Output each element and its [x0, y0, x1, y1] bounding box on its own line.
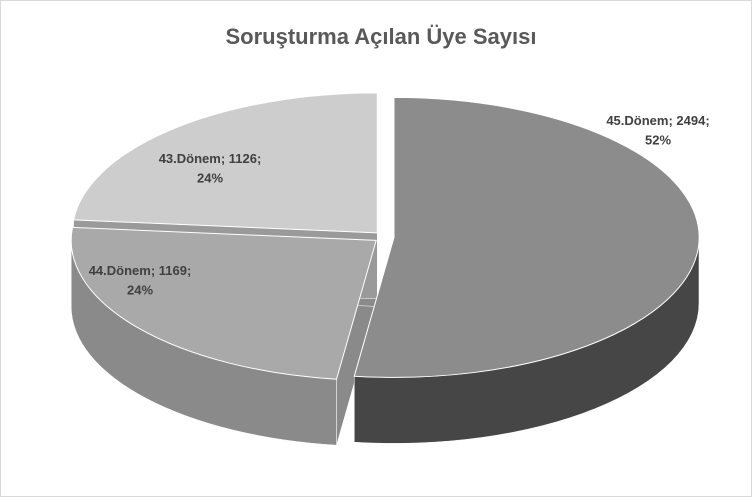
- slice: [72, 92, 378, 234]
- data-label: 45.Dönem; 2494;: [606, 113, 709, 128]
- data-label-value: ; 1169;: [151, 263, 191, 278]
- data-label: 43.Dönem; 1126;: [159, 151, 262, 166]
- data-label-category: 43.Dönem: [159, 151, 221, 166]
- data-label-percent: 52%: [645, 132, 671, 147]
- slice: [353, 96, 700, 378]
- data-label-percent: 24%: [197, 170, 223, 185]
- data-label-value: ; 2494;: [668, 113, 709, 128]
- data-label-value: ; 1126;: [221, 151, 261, 166]
- data-label-percent: 24%: [127, 282, 153, 297]
- slice: [70, 226, 377, 380]
- chart-title: Soruşturma Açılan Üye Sayısı: [226, 24, 537, 49]
- data-label-category: 44.Dönem: [89, 263, 151, 278]
- data-label: 44.Dönem; 1169;: [89, 263, 192, 278]
- data-label-category: 45.Dönem: [606, 113, 668, 128]
